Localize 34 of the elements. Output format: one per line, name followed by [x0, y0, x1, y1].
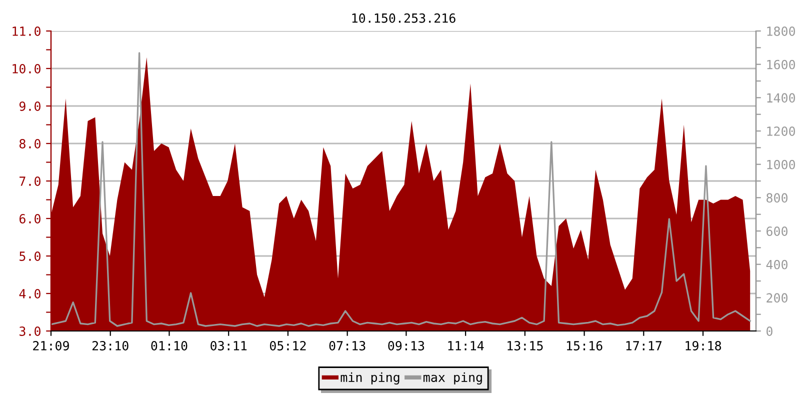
y2-tick-label: 1400	[767, 93, 796, 103]
x-tick-label: 03:11	[210, 341, 247, 350]
y2-tick-label: 1800	[767, 26, 796, 36]
x-tick-label: 11:14	[448, 341, 484, 350]
x-tick-label: 09:13	[388, 341, 424, 350]
y-tick-label: 11.0	[12, 26, 40, 36]
y-tick-label: 8.0	[20, 139, 40, 148]
legend-label: max ping	[424, 372, 482, 384]
y2-tick-label: 600	[766, 226, 788, 236]
y2-tick-label: 1600	[767, 60, 796, 70]
y-tick-label: 3.0	[20, 326, 40, 336]
x-tick-label: 13:15	[508, 341, 543, 350]
y2-tick-label: 1200	[767, 126, 796, 136]
y2-tick-label: 400	[766, 260, 788, 270]
y2-tick-label: 200	[766, 293, 788, 303]
y-tick-label: 6.0	[20, 214, 40, 224]
x-tick-label: 07:13	[329, 341, 366, 350]
y2-tick-label: 800	[766, 193, 788, 203]
x-tick-label: 15:16	[566, 341, 602, 350]
legend-label: min ping	[340, 372, 400, 384]
chart-title: 10.150.253.216	[352, 13, 456, 23]
y2-tick-label: 0	[766, 326, 772, 336]
y-tick-label: 4.0	[19, 289, 40, 298]
x-tick-label: 05:12	[270, 341, 306, 350]
y-tick-label: 5.0	[20, 252, 40, 261]
x-tick-label: 01:10	[151, 341, 188, 350]
x-tick-label: 17:17	[626, 341, 662, 350]
x-tick-label: 23:10	[92, 341, 128, 350]
x-tick-label: 21:09	[33, 341, 69, 350]
y2-tick-label: 1000	[767, 160, 796, 170]
y-tick-label: 10.0	[12, 64, 40, 74]
x-tick-label: 19:18	[686, 341, 722, 350]
y-tick-label: 9.0	[19, 102, 40, 111]
y-tick-label: 7.0	[20, 176, 40, 186]
